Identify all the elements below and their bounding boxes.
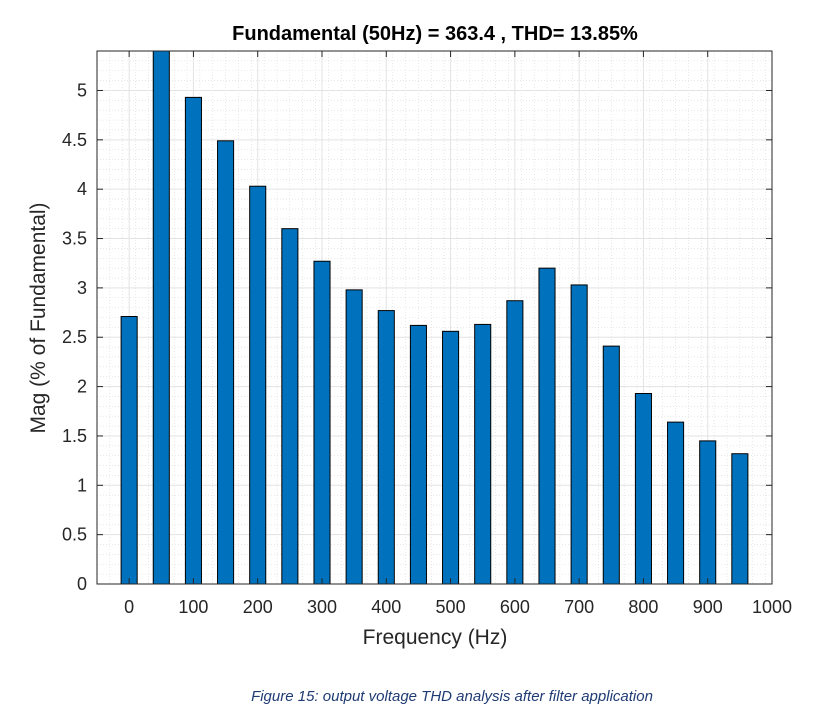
x-tick-label: 200: [243, 597, 273, 617]
y-axis-label: Mag (% of Fundamental): [27, 202, 50, 433]
chart-svg: Fundamental (50Hz) = 363.4 , THD= 13.85%…: [27, 23, 792, 649]
bar-800hz: [634, 393, 652, 585]
bar-550hz: [474, 323, 492, 585]
bar-150hz: [217, 140, 235, 585]
x-tick-label: 400: [371, 597, 401, 617]
bar-0hz: [120, 316, 138, 585]
bar-200hz: [249, 185, 267, 585]
bar-400hz: [377, 310, 395, 585]
bar-650hz: [538, 267, 556, 585]
y-tick-label: 4: [77, 179, 87, 199]
x-tick-label: 500: [436, 597, 466, 617]
y-tick-label: 0.5: [62, 525, 87, 545]
x-tick-label: 900: [693, 597, 723, 617]
bar-500hz: [442, 330, 460, 585]
figure-caption: Figure 15: output voltage THD analysis a…: [251, 688, 653, 705]
y-tick-label: 0: [77, 574, 87, 594]
bar-750hz: [602, 345, 620, 585]
bar-450hz: [409, 324, 427, 585]
bar-300hz: [313, 260, 331, 585]
tick-marks: [97, 51, 773, 585]
x-tick-label: 300: [307, 597, 337, 617]
bar-600hz: [506, 300, 524, 585]
y-tick-label: 2: [77, 377, 87, 397]
y-tick-label: 4.5: [62, 130, 87, 150]
x-tick-labels: 0 100 200 300 400 500 600 700 800 900 1000: [124, 597, 792, 617]
bar-250hz: [281, 228, 299, 585]
bars: [120, 50, 749, 585]
x-tick-label: 0: [124, 597, 134, 617]
bar-850hz: [667, 421, 685, 585]
x-tick-label: 100: [178, 597, 208, 617]
y-tick-label: 3.5: [62, 229, 87, 249]
x-tick-label: 700: [564, 597, 594, 617]
y-tick-label: 1.5: [62, 426, 87, 446]
x-tick-label: 800: [628, 597, 658, 617]
y-tick-labels: 0 0.5 1 1.5 2 2.5 3 3.5 4 4.5 5: [62, 80, 87, 594]
y-tick-label: 3: [77, 278, 87, 298]
bar-100hz: [184, 96, 202, 585]
y-tick-label: 1: [77, 475, 87, 495]
x-axis-label: Frequency (Hz): [363, 626, 508, 649]
thd-bar-chart: Fundamental (50Hz) = 363.4 , THD= 13.85%…: [27, 23, 792, 649]
x-tick-label: 1000: [752, 597, 792, 617]
y-tick-label: 5: [77, 80, 87, 100]
bar-50hz: [152, 50, 170, 585]
bar-700hz: [570, 284, 588, 585]
bar-900hz: [699, 440, 717, 585]
plot-frame: [96, 50, 773, 585]
y-tick-label: 2.5: [62, 327, 87, 347]
bar-950hz: [731, 453, 749, 585]
chart-title: Fundamental (50Hz) = 363.4 , THD= 13.85%: [232, 23, 638, 45]
x-tick-label: 600: [500, 597, 530, 617]
bar-350hz: [345, 289, 363, 585]
